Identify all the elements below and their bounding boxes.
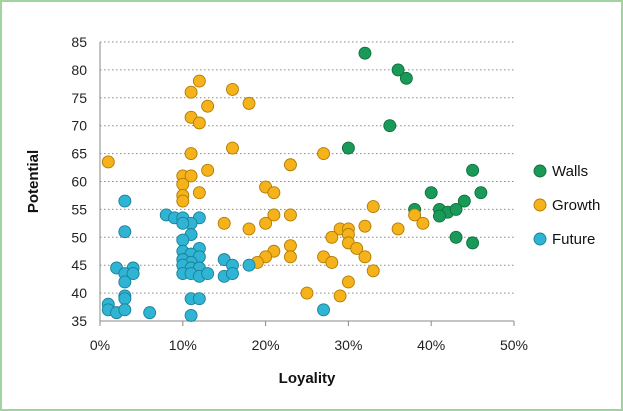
point-growth [333,289,347,303]
y-tick-label: 75 [71,90,87,106]
x-tick-label: 50% [500,337,528,353]
x-tick-label: 40% [417,337,445,353]
legend-marker-walls [533,164,547,178]
point-growth [184,147,198,161]
point-growth [242,96,256,110]
y-tick-label: 35 [71,313,87,329]
point-growth [283,239,297,253]
point-growth [176,194,190,208]
legend-label-future: Future [552,231,595,248]
y-tick-label: 60 [71,174,87,190]
point-growth [358,250,372,264]
point-walls [466,163,480,177]
point-growth [358,219,372,233]
point-growth [283,158,297,172]
point-growth [201,99,215,113]
point-growth [325,255,339,269]
point-growth [259,216,273,230]
x-tick-label: 10% [169,337,197,353]
point-growth [366,264,380,278]
point-walls [433,209,446,223]
point-future [242,258,256,272]
point-walls [466,236,480,250]
point-growth [192,116,206,130]
y-tick-label: 65 [71,146,87,162]
point-future [317,303,331,317]
point-walls [358,46,372,60]
x-tick-label: 30% [334,337,362,353]
point-walls [449,202,463,216]
legend-marker-future [533,232,547,246]
point-growth [391,222,405,236]
y-tick-label: 55 [71,201,87,217]
point-future [118,292,132,306]
point-future [192,292,206,306]
point-growth [267,186,281,200]
gridlines [100,41,514,294]
point-growth [217,216,231,230]
y-tick-label: 40 [71,285,87,301]
point-growth [226,82,239,96]
point-growth [366,200,380,214]
y-axis-title: Potential [25,150,42,213]
point-growth [283,208,297,222]
point-walls [449,230,463,244]
point-future [226,267,239,281]
point-growth [341,275,355,289]
point-future [176,233,190,247]
point-walls [391,63,405,77]
point-future [126,267,140,281]
point-future [118,194,132,208]
point-growth [317,147,331,161]
x-tick-label: 20% [252,337,280,353]
point-walls [383,119,397,133]
axes: 35 40 45 50 55 60 65 70 75 80 85 0% 10% 20% 30% 40% 50% [71,34,528,353]
point-growth [242,222,256,236]
point-growth [325,230,339,244]
point-growth [201,163,215,177]
legend-marker-growth [533,198,547,212]
point-growth [226,141,239,155]
point-walls [457,194,471,208]
x-tick-label: 0% [90,337,110,353]
point-future [176,216,190,230]
point-growth [350,242,364,255]
data-points [101,46,488,322]
point-future [118,275,132,289]
point-growth [416,216,430,230]
point-growth [192,74,206,88]
point-future [118,303,132,317]
point-future [118,225,132,239]
y-tick-label: 80 [71,62,87,78]
point-growth [408,208,422,222]
point-growth [184,85,198,99]
y-tick-label: 70 [71,118,87,134]
point-growth [192,186,206,200]
point-future [143,306,157,320]
point-growth [101,155,115,169]
y-tick-label: 45 [71,257,87,273]
y-tick-label: 85 [71,34,87,50]
point-walls [341,141,355,155]
point-future [201,267,215,281]
point-growth [300,286,314,300]
y-tick-label: 50 [71,229,87,245]
point-growth [283,250,297,264]
legend-label-growth: Growth [552,197,600,214]
legend-label-walls: Walls [552,163,588,180]
legend: Walls Growth Future [533,163,600,248]
point-growth [267,208,281,222]
point-walls [399,71,413,85]
point-walls [474,186,488,200]
point-walls [424,186,438,200]
point-growth [176,177,190,191]
point-growth [184,169,198,183]
point-future [184,308,198,322]
x-axis-title: Loyality [279,370,336,387]
